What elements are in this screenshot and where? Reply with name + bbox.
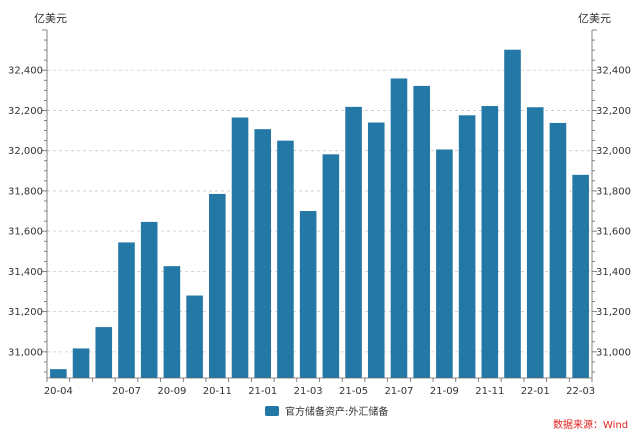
bar bbox=[322, 154, 340, 378]
y-tick-label-left: 32,400 bbox=[8, 66, 43, 77]
y-tick-label-left: 31,200 bbox=[8, 307, 43, 318]
bar bbox=[481, 106, 499, 379]
bar bbox=[299, 211, 317, 378]
y-tick-label-left: 32,000 bbox=[8, 146, 43, 157]
y-tick-label-right: 32,400 bbox=[596, 66, 631, 77]
bar bbox=[186, 295, 203, 378]
bar bbox=[277, 140, 294, 378]
bar bbox=[140, 221, 158, 378]
bar bbox=[163, 266, 181, 378]
y-tick-label-right: 31,000 bbox=[596, 347, 631, 358]
x-tick-label: 21-09 bbox=[430, 386, 459, 397]
x-tick-label: 21-05 bbox=[339, 386, 368, 397]
x-tick-label: 20-11 bbox=[203, 386, 232, 397]
bar bbox=[458, 115, 476, 379]
y-tick-label-left: 31,800 bbox=[8, 186, 43, 197]
bar bbox=[118, 242, 135, 378]
bar bbox=[436, 149, 453, 378]
x-tick-label: 21-07 bbox=[384, 386, 413, 397]
tick-labels: 31,000 31,000 31,200 31,200 31,400 31,400 31,6… bbox=[8, 66, 631, 397]
source-note: 数据来源：Wind bbox=[553, 420, 629, 431]
bar bbox=[95, 327, 113, 378]
y-axis-unit-left: 亿美元 bbox=[34, 12, 67, 25]
bar bbox=[345, 106, 362, 379]
bar bbox=[549, 122, 567, 378]
bar bbox=[526, 107, 544, 378]
legend-swatch bbox=[265, 405, 279, 416]
y-tick-label-left: 31,000 bbox=[8, 347, 43, 358]
y-tick-label-right: 31,400 bbox=[596, 267, 631, 278]
x-tick-label: 20-09 bbox=[157, 386, 186, 397]
y-tick-label-left: 31,600 bbox=[8, 227, 43, 238]
x-tick-label: 21-01 bbox=[248, 386, 277, 397]
y-tick-label-right: 31,800 bbox=[596, 186, 631, 197]
y-tick-label-left: 31,400 bbox=[8, 267, 43, 278]
x-tick-label: 22-01 bbox=[521, 386, 550, 397]
bars bbox=[50, 49, 589, 379]
axes bbox=[42, 29, 597, 382]
bar bbox=[504, 49, 521, 379]
y-tick-label-right: 31,600 bbox=[596, 227, 631, 238]
bar bbox=[50, 369, 67, 378]
x-tick-label: 20-04 bbox=[44, 386, 73, 397]
bar bbox=[367, 122, 385, 378]
x-tick-label: 20-07 bbox=[112, 386, 141, 397]
bar bbox=[72, 348, 90, 378]
legend: 官方储备资产:外汇储备 bbox=[265, 403, 388, 418]
x-tick-label: 21-03 bbox=[294, 386, 323, 397]
y-tick-label-right: 32,200 bbox=[596, 106, 631, 117]
x-tick-label: 22-03 bbox=[566, 386, 595, 397]
y-tick-label-right: 31,200 bbox=[596, 307, 631, 318]
legend-label: 官方储备资产:外汇储备 bbox=[285, 407, 389, 418]
bar bbox=[231, 117, 249, 378]
y-tick-label-left: 32,200 bbox=[8, 106, 43, 117]
bar bbox=[390, 78, 408, 379]
bar bbox=[254, 129, 272, 378]
x-tick-label: 21-11 bbox=[475, 386, 504, 397]
y-tick-label-right: 32,000 bbox=[596, 146, 631, 157]
bar bbox=[209, 193, 226, 378]
grid-lines bbox=[47, 69, 592, 353]
bar bbox=[572, 174, 589, 378]
bar bbox=[413, 85, 430, 378]
y-axis-unit-right: 亿美元 bbox=[578, 12, 611, 25]
